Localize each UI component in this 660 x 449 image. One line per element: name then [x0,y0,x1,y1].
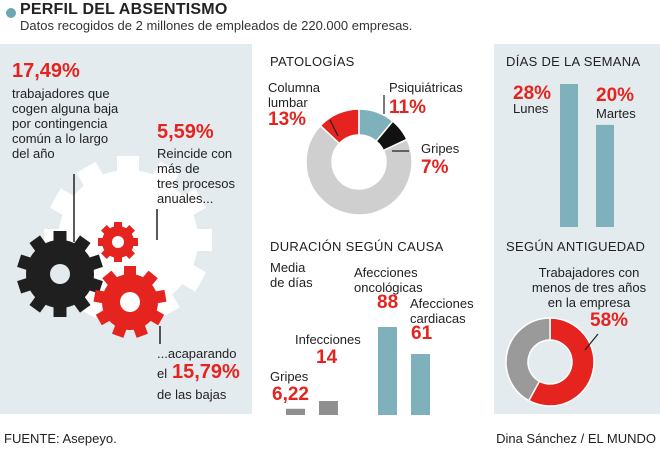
dur-label-card: Afecciones cardiacas [410,296,474,326]
pat-lumbar-label: Columna lumbar [268,80,321,110]
duracion-heading: DURACIÓN SEGÚN CAUSA [270,239,444,254]
pat-psiq-label: Psiquiátricas [389,80,463,95]
title-dot [6,8,16,18]
pat-lumbar-value: 13% [268,109,307,130]
black-gear-icon [17,231,103,317]
dias-bar [560,84,578,227]
stat3-value: 15,79% [172,361,240,383]
red-gear-icon [93,266,167,338]
pat-gripes-value: 7% [421,157,449,178]
patologias-heading: PATOLOGÍAS [270,54,355,69]
dur-label-onco: Afecciones oncológicas [354,265,423,295]
small-red-gear-icon [98,222,138,262]
antiguedad-text: Trabajadores con menos de tres años en l… [531,265,647,310]
pat-gripes-label: Gripes [421,141,460,156]
footer-credit: Dina Sánchez / EL MUNDO [496,431,656,446]
dias-heading: DÍAS DE LA SEMANA [506,54,641,69]
antiguedad-value: 58% [590,310,629,331]
gears-illustration [17,156,212,344]
slice-resto [305,124,413,216]
dur-label-infecciones: Infecciones [295,332,361,347]
dur-label-gripes: Gripes [270,369,309,384]
duracion-bar [319,401,338,415]
stat3-suffix: de las bajas [157,387,227,402]
dur-value-onco: 88 [377,292,399,313]
patologias-donut [305,95,413,216]
duracion-bar [286,408,305,415]
page-subtitle: Datos recogidos de 2 millones de emplead… [20,18,413,33]
stat2-text: Reincide con más de tres procesos anuale… [157,146,236,206]
dur-value-gripes: 6,22 [272,384,309,405]
dias-lunes-value: 28% [513,83,552,104]
stat1-text: trabajadores que cogen alguna baja por c… [12,86,119,161]
duracion-bar [378,327,397,415]
dias-lunes-label: Lunes [513,101,549,116]
dias-martes-label: Martes [596,106,636,121]
antiguedad-heading: SEGÚN ANTIGUEDAD [506,239,646,254]
antiguedad-donut [505,317,599,407]
pat-psiq-value: 11% [389,97,426,118]
slice-resto [505,317,551,402]
footer-source: FUENTE: Asepeyo. [4,431,117,446]
dias-martes-value: 20% [596,85,635,106]
stat1-value: 17,49% [12,60,80,82]
duracion-media-label: Media de días [270,260,313,290]
dias-bar [596,124,614,227]
dur-value-card: 61 [411,323,433,344]
stat2-value: 5,59% [157,121,214,143]
page-title: PERFIL DEL ABSENTISMO [20,1,228,18]
duracion-bar [411,354,430,415]
stat3-prefix: ...acaparando [157,346,237,361]
stat3-el: el [157,366,168,381]
slice-menos-tres-anos [527,317,595,407]
duracion-bar-chart [286,327,430,415]
dias-bar-chart [560,84,614,227]
dur-value-infecciones: 14 [316,347,338,368]
